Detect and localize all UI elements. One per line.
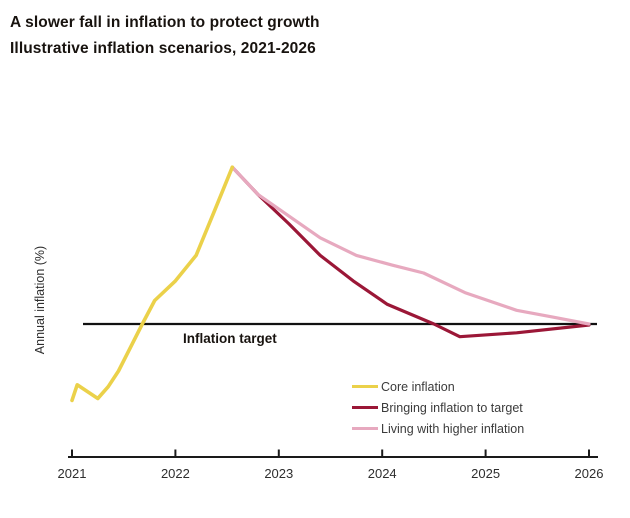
x-tick-label-2022: 2022 [161, 466, 190, 481]
x-tick-label-2021: 2021 [58, 466, 87, 481]
living-with-higher-inflation-swatch-icon [352, 427, 378, 430]
legend-label-bringing-inflation-to-target: Bringing inflation to target [381, 400, 523, 415]
x-tick-label-2024: 2024 [368, 466, 397, 481]
chart-subtitle: Illustrative inflation scenarios, 2021-2… [10, 40, 316, 57]
title-block: A slower fall in inflation to protect gr… [10, 10, 620, 62]
x-tick-label-2023: 2023 [264, 466, 293, 481]
legend-label-core-inflation: Core inflation [381, 379, 455, 394]
x-axis-ticks [71, 449, 590, 457]
bringing-inflation-swatch-icon [352, 406, 378, 409]
living-with-higher-inflation-line [230, 165, 591, 326]
legend-item-living-with-higher-inflation: Living with higher inflation [352, 418, 524, 439]
legend-label-living-with-higher-inflation: Living with higher inflation [381, 421, 525, 436]
core-inflation-swatch-icon [352, 385, 378, 388]
chart-title: A slower fall in inflation to protect gr… [10, 14, 320, 31]
x-tick-label-2025: 2025 [471, 466, 500, 481]
core-inflation-line [70, 165, 235, 403]
legend-item-bringing-inflation-to-target: Bringing inflation to target [352, 397, 524, 418]
x-tick-label-2026: 2026 [575, 466, 604, 481]
y-axis-label: Annual inflation (%) [33, 246, 47, 354]
inflation-target-label: Inflation target [183, 331, 277, 346]
legend-item-core-inflation: Core inflation [352, 376, 524, 397]
x-axis-tick-labels: 2021 2022 2023 2024 2025 2026 [58, 466, 604, 481]
bringing-inflation-to-target-line [230, 165, 591, 339]
chart-legend: Core inflation Bringing inflation to tar… [352, 376, 524, 439]
